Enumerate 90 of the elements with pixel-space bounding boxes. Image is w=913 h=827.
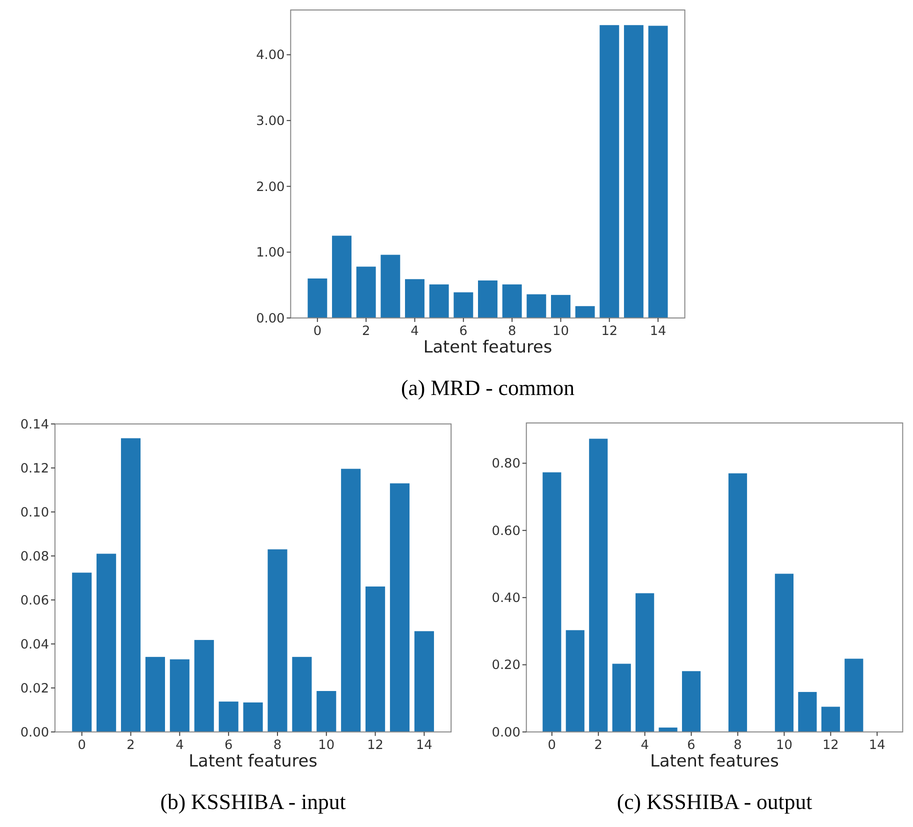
bar — [821, 706, 840, 732]
y-tick-label: 3.00 — [256, 114, 285, 129]
x-axis-title: Latent features — [423, 336, 552, 357]
x-tick-label: 12 — [822, 738, 839, 753]
y-tick-label: 0.02 — [20, 681, 50, 696]
bar — [429, 284, 449, 318]
bar — [96, 554, 116, 732]
bar — [566, 630, 584, 732]
bar — [502, 284, 522, 318]
bar — [194, 640, 214, 732]
x-tick-label: 6 — [224, 738, 233, 753]
y-tick-label: 0.40 — [492, 591, 520, 606]
bar — [624, 25, 644, 318]
x-tick-label: 4 — [640, 738, 649, 753]
x-tick-label: 14 — [868, 738, 886, 753]
y-tick-label: 2.00 — [256, 180, 285, 195]
bar — [542, 472, 562, 732]
x-tick-label: 0 — [548, 738, 556, 753]
y-tick-label: 0.00 — [20, 725, 50, 740]
x-tick-label: 2 — [362, 324, 370, 339]
x-tick-label: 12 — [601, 324, 618, 339]
bar — [682, 671, 701, 732]
x-tick-label: 6 — [687, 738, 696, 753]
y-tick-label: 0.08 — [20, 549, 50, 564]
x-tick-label: 2 — [126, 738, 135, 753]
y-tick-label: 1.00 — [256, 246, 285, 261]
bar — [648, 26, 668, 318]
x-tick-label: 0 — [78, 738, 86, 753]
bar — [636, 593, 654, 732]
x-tick-label: 0 — [313, 324, 322, 339]
bar — [332, 236, 352, 318]
bar — [170, 659, 190, 732]
bar — [120, 438, 141, 732]
bar — [774, 574, 794, 732]
y-tick-label: 0.10 — [20, 505, 50, 520]
bar — [405, 279, 424, 318]
bar — [454, 292, 474, 318]
bar — [316, 691, 336, 732]
y-tick-label: 0.04 — [20, 637, 50, 652]
y-tick-label: 0.60 — [492, 524, 520, 539]
bar — [292, 656, 312, 732]
x-tick-label: 8 — [734, 738, 742, 753]
x-tick-label: 14 — [416, 738, 432, 753]
x-tick-label: 10 — [552, 324, 569, 339]
bar — [478, 280, 498, 318]
bar — [145, 656, 165, 732]
y-tick-label: 0.00 — [492, 725, 520, 740]
bar — [268, 549, 288, 732]
text: (a) MRD - common — [400, 376, 575, 400]
bar — [414, 631, 434, 732]
bar — [308, 278, 328, 318]
y-tick-label: 0.20 — [492, 658, 520, 674]
bar — [658, 728, 678, 732]
text: (c) KSSHIBA - output — [616, 790, 812, 814]
bar — [526, 294, 546, 318]
x-tick-label: 4 — [176, 738, 184, 753]
x-tick-label: 12 — [367, 738, 384, 753]
y-tick-label: 4.00 — [256, 48, 285, 64]
bar — [600, 25, 620, 318]
bar — [380, 254, 400, 318]
y-tick-label: 0.14 — [20, 417, 50, 432]
bar — [366, 586, 386, 732]
bar — [728, 473, 748, 732]
x-tick-label: 2 — [594, 738, 602, 753]
x-tick-label: 6 — [459, 324, 468, 339]
x-axis-title: Latent features — [650, 750, 779, 771]
bar — [341, 468, 361, 732]
x-tick-label: 8 — [508, 324, 516, 339]
x-tick-label: 14 — [650, 324, 666, 339]
bar — [844, 658, 864, 732]
x-tick-label: 10 — [776, 738, 792, 753]
y-tick-label: 0.80 — [492, 456, 520, 472]
bar — [356, 266, 376, 318]
bar — [218, 702, 238, 732]
y-tick-label: 0.00 — [256, 311, 285, 326]
bar — [390, 483, 410, 732]
y-tick-label: 0.06 — [20, 593, 50, 608]
bar — [243, 702, 263, 732]
bar — [575, 306, 595, 318]
bar — [798, 692, 817, 732]
bar — [589, 438, 608, 732]
bar — [72, 572, 92, 732]
x-axis-title: Latent features — [188, 750, 318, 771]
x-tick-label: 8 — [273, 738, 282, 753]
x-tick-label: 10 — [318, 738, 335, 753]
x-tick-label: 4 — [410, 324, 419, 339]
bar — [612, 664, 631, 732]
bar — [550, 294, 570, 318]
text: (b) KSSHIBA - input — [160, 790, 346, 814]
y-tick-label: 0.12 — [20, 461, 50, 476]
